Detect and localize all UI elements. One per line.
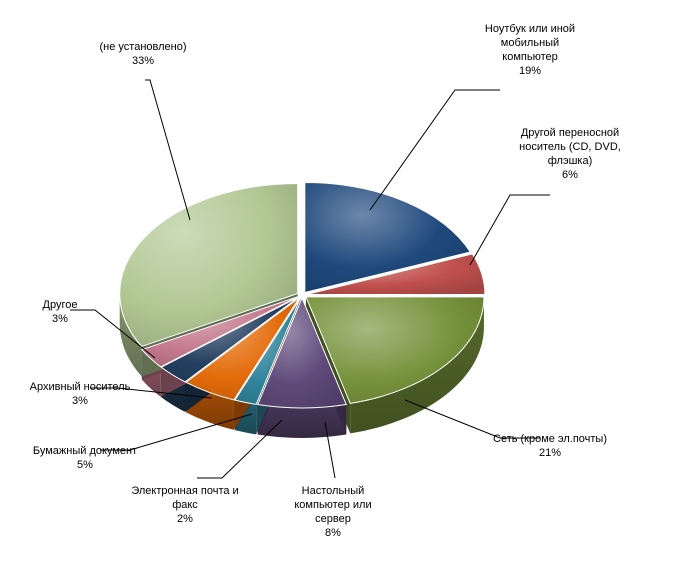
pie-svg <box>0 0 685 572</box>
pie-chart-3d: Ноутбук или иной мобильный компьютер19%Д… <box>0 0 685 572</box>
leader-line <box>470 195 550 265</box>
leader-line <box>145 80 190 220</box>
leader-line <box>370 90 500 210</box>
pie-slice-side <box>258 405 347 438</box>
